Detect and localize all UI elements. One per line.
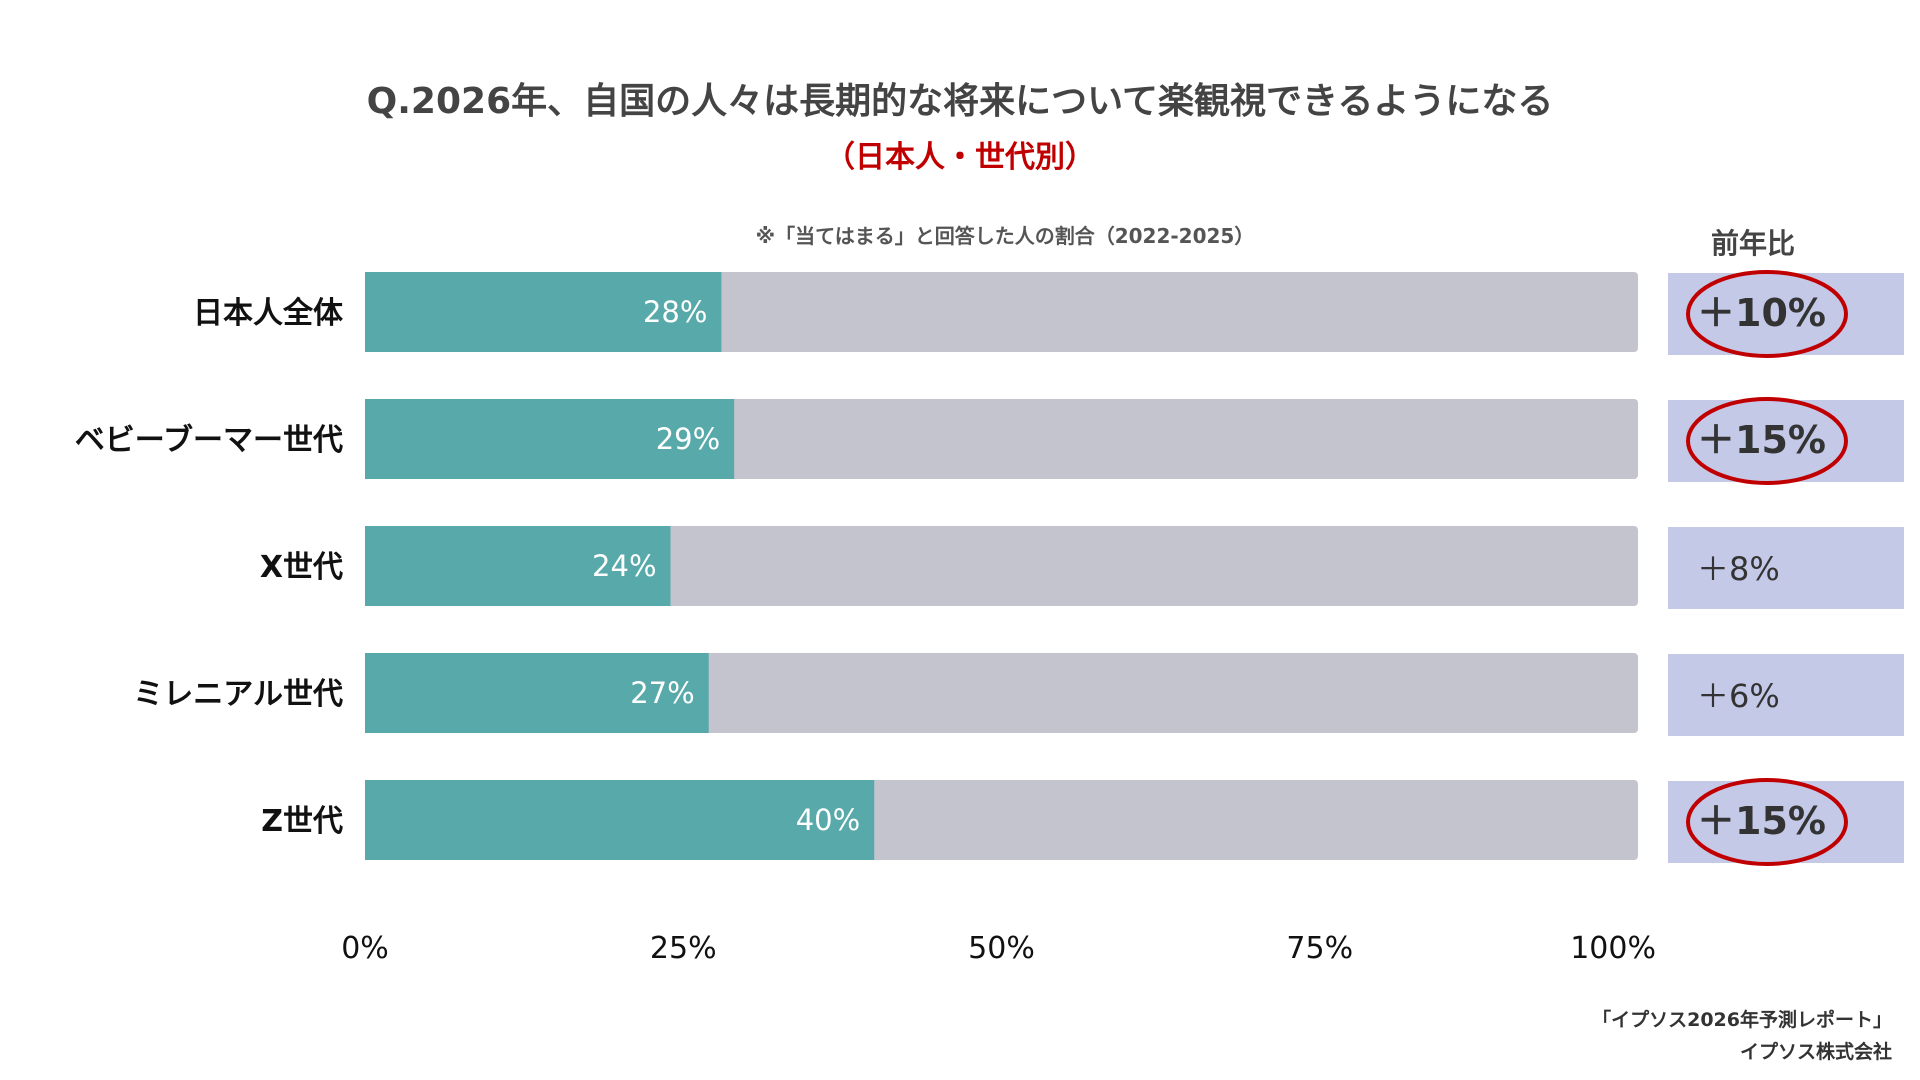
bar <box>365 272 722 352</box>
highlight-ring <box>1686 397 1848 485</box>
yoy-box <box>1668 527 1904 609</box>
bar <box>365 399 735 479</box>
yoy-value: ＋10% <box>1697 291 1826 335</box>
source-company: イプソス株式会社 <box>1739 1041 1892 1063</box>
chart-note: ※「当てはまる」と回答した人の割合（2022-2025） <box>755 224 1255 248</box>
x-tick-label: 100% <box>1570 931 1656 966</box>
bar-value-label: 27% <box>630 676 694 710</box>
yoy-value: ＋6% <box>1697 677 1780 715</box>
category-label: X世代 <box>260 550 343 585</box>
x-tick-label: 25% <box>650 931 717 966</box>
yoy-value: ＋15% <box>1697 799 1826 843</box>
bar-value-label: 24% <box>592 549 656 583</box>
yoy-box <box>1668 654 1904 736</box>
bar-value-label: 28% <box>643 295 707 329</box>
bar <box>365 780 875 860</box>
chart-title: Q.2026年、自国の人々は長期的な将来について楽観視できるようになる <box>366 81 1554 122</box>
category-label: ベビーブーマー世代 <box>75 423 343 458</box>
source-note: 「イプソス2026年予測レポート」 イプソス株式会社 <box>1592 1004 1892 1068</box>
bar-value-label: 29% <box>656 422 720 456</box>
yoy-value: ＋8% <box>1697 550 1780 588</box>
yoy-header: 前年比 <box>1710 227 1795 260</box>
x-tick-label: 0% <box>341 931 389 966</box>
bar <box>365 653 709 733</box>
x-tick-label: 50% <box>968 931 1035 966</box>
bar-value-label: 40% <box>796 803 860 837</box>
category-label: 日本人全体 <box>193 296 344 331</box>
category-label: Z世代 <box>261 804 343 839</box>
chart-subtitle: （日本人・世代別） <box>825 140 1095 175</box>
yoy-value: ＋15% <box>1697 418 1826 462</box>
source-report: 「イプソス2026年予測レポート」 <box>1592 1009 1892 1031</box>
highlight-ring <box>1686 270 1848 358</box>
bar <box>365 526 671 606</box>
highlight-ring <box>1686 778 1848 866</box>
bar-track <box>365 526 1638 606</box>
category-label: ミレニアル世代 <box>133 677 343 712</box>
x-tick-label: 75% <box>1286 931 1353 966</box>
